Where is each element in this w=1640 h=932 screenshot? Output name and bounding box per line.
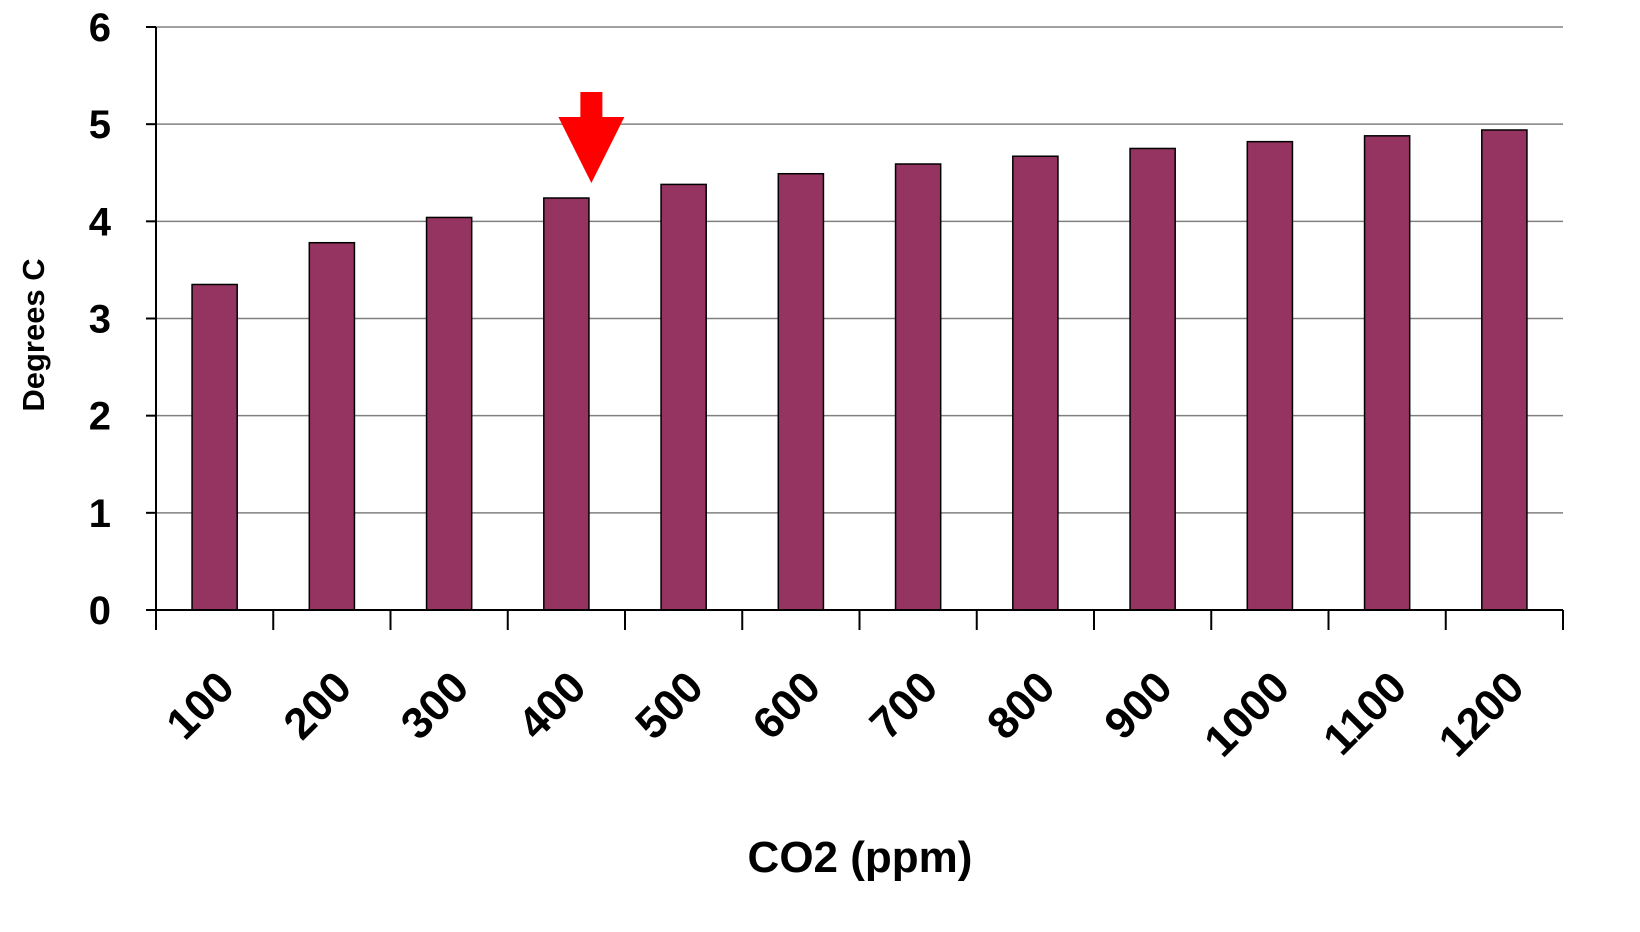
bar-600 [777, 172, 825, 611]
bar-400 [543, 197, 590, 611]
x-tick-label-700: 700 [861, 662, 948, 749]
x-tick-label-1100: 1100 [1314, 662, 1416, 764]
x-tick-label-200: 200 [274, 662, 361, 749]
y-axis-label: Degrees C [16, 258, 51, 411]
bar-900 [1129, 147, 1176, 611]
x-tick-label-500: 500 [626, 662, 713, 749]
x-tick-label-400: 400 [509, 662, 596, 749]
axes [146, 26, 1564, 630]
x-tick-label-900: 900 [1095, 662, 1182, 749]
x-tick-label-600: 600 [743, 662, 830, 749]
x-tick-label-300: 300 [392, 662, 479, 749]
bars [191, 129, 1528, 611]
bar-300 [425, 216, 473, 611]
y-tick-label-2: 2 [89, 395, 111, 439]
gridlines [156, 26, 1563, 514]
bar-800 [1012, 155, 1059, 611]
y-tick-label-5: 5 [89, 103, 111, 147]
x-axis-label: CO2 (ppm) [748, 833, 973, 882]
bar-1100 [1363, 135, 1411, 611]
x-tick-label-100: 100 [157, 662, 244, 749]
y-tick-label-1: 1 [89, 492, 111, 536]
bar-200 [308, 241, 356, 611]
bar-1200 [1481, 129, 1528, 611]
x-tick-label-1000: 1000 [1195, 662, 1299, 766]
down-arrow-icon [558, 92, 625, 184]
x-tick-label-800: 800 [978, 662, 1065, 749]
bar-100 [191, 283, 238, 611]
y-tick-label-4: 4 [89, 200, 112, 244]
bar-1000 [1246, 140, 1294, 611]
annotations [558, 92, 625, 184]
bar-700 [894, 163, 942, 611]
x-tick-label-1200: 1200 [1430, 662, 1534, 766]
x-tick-labels: 100 200 300 400 500 600 700 800 900 1000 1100 1200 [157, 662, 1533, 766]
y-tick-label-0: 0 [89, 589, 111, 633]
y-tick-labels: 0 1 2 3 4 5 6 [89, 6, 112, 633]
y-tick-label-6: 6 [89, 6, 111, 50]
bar-500 [660, 183, 707, 611]
y-tick-label-3: 3 [89, 298, 111, 342]
